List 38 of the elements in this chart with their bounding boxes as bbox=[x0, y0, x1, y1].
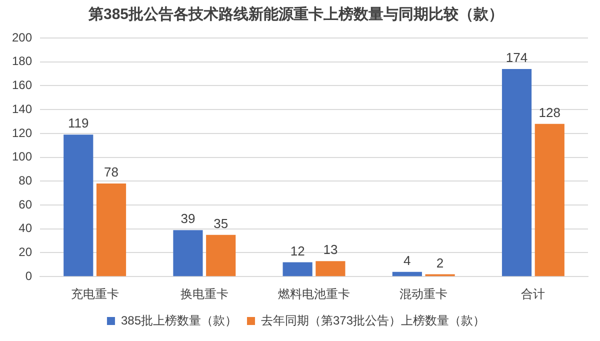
bar bbox=[392, 272, 422, 276]
bar bbox=[502, 69, 532, 276]
y-tick-label: 60 bbox=[18, 197, 32, 212]
bar bbox=[173, 230, 203, 276]
x-tick-label: 充电重卡 bbox=[70, 287, 119, 302]
bar bbox=[534, 124, 564, 276]
y-tick-label: 120 bbox=[12, 126, 32, 140]
legend-label: 385批上榜数量（款） bbox=[120, 313, 238, 328]
y-tick-label: 200 bbox=[12, 30, 32, 44]
bar bbox=[96, 184, 126, 276]
x-tick-label: 燃料电池重卡 bbox=[278, 287, 350, 302]
y-tick-label: 160 bbox=[12, 78, 32, 92]
bar bbox=[316, 261, 346, 276]
x-tick-label: 混动重卡 bbox=[400, 287, 448, 302]
data-label: 174 bbox=[506, 50, 528, 66]
x-tick-label: 合计 bbox=[521, 287, 546, 302]
data-label: 2 bbox=[436, 255, 444, 270]
data-label: 35 bbox=[214, 216, 228, 231]
x-tick-label: 换电重卡 bbox=[180, 287, 228, 302]
bar bbox=[282, 262, 312, 276]
data-label: 119 bbox=[68, 116, 89, 131]
data-label: 13 bbox=[323, 242, 338, 258]
data-label: 4 bbox=[404, 252, 411, 268]
data-label: 78 bbox=[104, 164, 118, 180]
legend-label: 去年同期（第373批公告）上榜数量（款） bbox=[261, 313, 486, 328]
y-tick-label: 180 bbox=[12, 54, 32, 68]
y-tick-label: 40 bbox=[18, 221, 32, 236]
data-label: 128 bbox=[538, 104, 560, 120]
data-label: 39 bbox=[180, 211, 196, 226]
chart-title: 第385批公告各技术路线新能源重卡上榜数量与同期比较（款） bbox=[87, 5, 504, 24]
data-label: 12 bbox=[290, 243, 305, 258]
y-tick-label: 140 bbox=[12, 102, 32, 116]
y-tick-label: 20 bbox=[18, 245, 32, 260]
bar bbox=[206, 234, 236, 276]
bar bbox=[64, 134, 94, 276]
y-tick-label: 80 bbox=[18, 173, 32, 188]
y-tick-label: 100 bbox=[12, 150, 32, 164]
y-tick-label: 0 bbox=[25, 268, 32, 283]
